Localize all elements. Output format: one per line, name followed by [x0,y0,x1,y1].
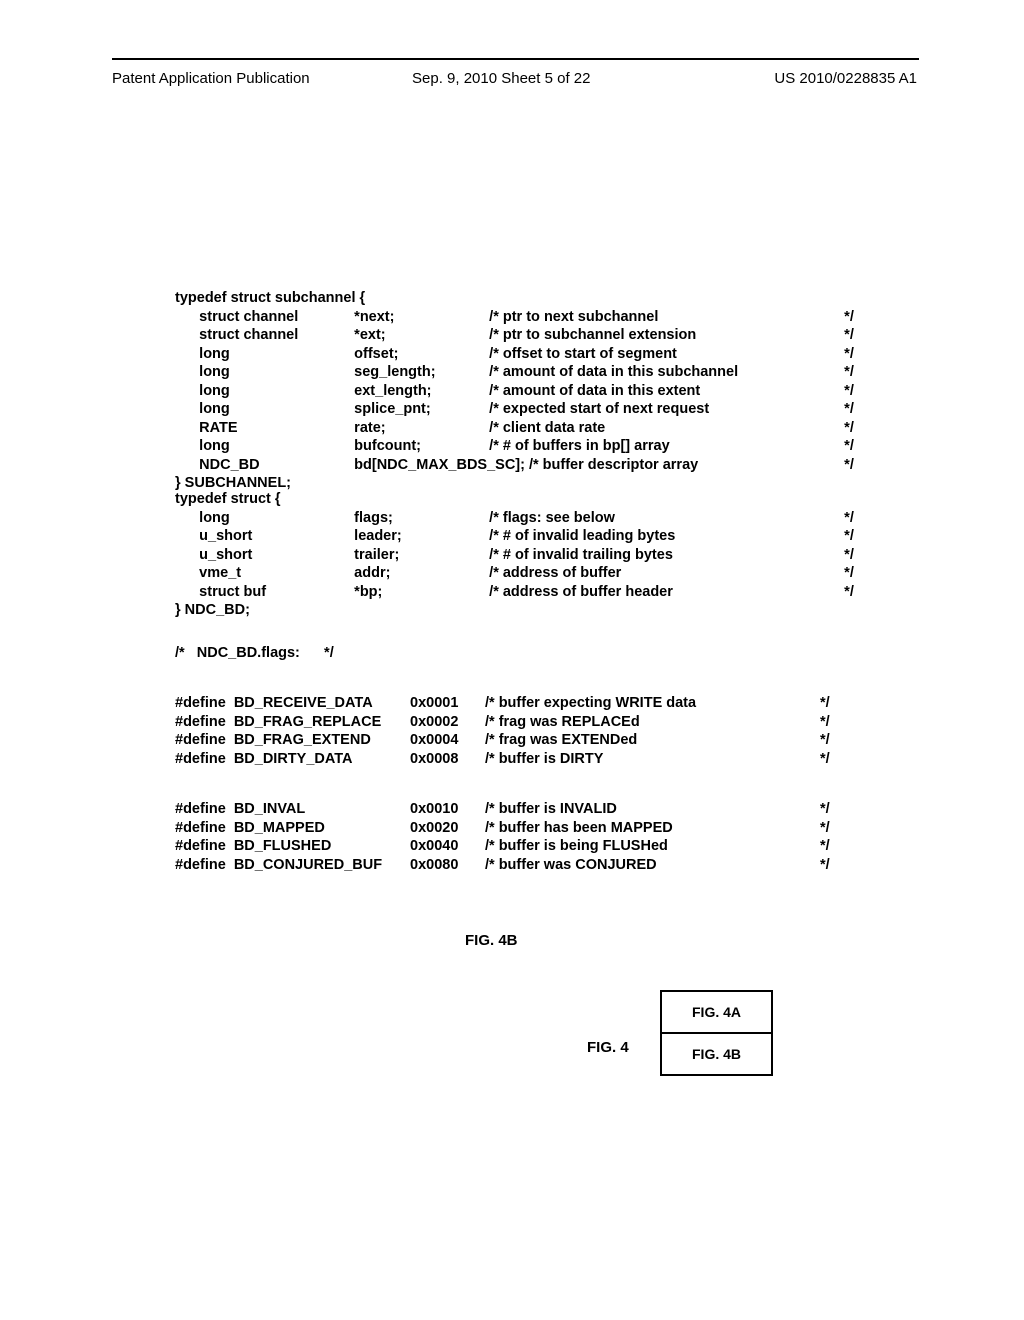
figure-4b-label: FIG. 4B [465,932,518,949]
header-rule [112,58,919,60]
figure-composition-table: FIG. 4A FIG. 4B [660,990,773,1076]
header-center: Sep. 9, 2010 Sheet 5 of 22 [412,70,590,87]
header-right: US 2010/0228835 A1 [774,70,917,87]
struct-subchannel: typedef struct subchannel { struct chann… [175,289,854,493]
defines-group-2: #define BD_INVAL0x0010/* buffer is INVAL… [175,800,830,874]
defines-group-1: #define BD_RECEIVE_DATA0x0001/* buffer e… [175,694,830,768]
header-left: Patent Application Publication [112,70,310,87]
flags-comment: /* NDC_BD.flags: */ [175,644,334,663]
fig-cell-4a: FIG. 4A [661,991,772,1033]
page: Patent Application Publication Sep. 9, 2… [0,0,1024,1320]
figure-4-label: FIG. 4 [587,1039,629,1056]
fig-cell-4b: FIG. 4B [661,1033,772,1075]
struct-ndc-bd: typedef struct { longflags;/* flags: see… [175,490,854,620]
